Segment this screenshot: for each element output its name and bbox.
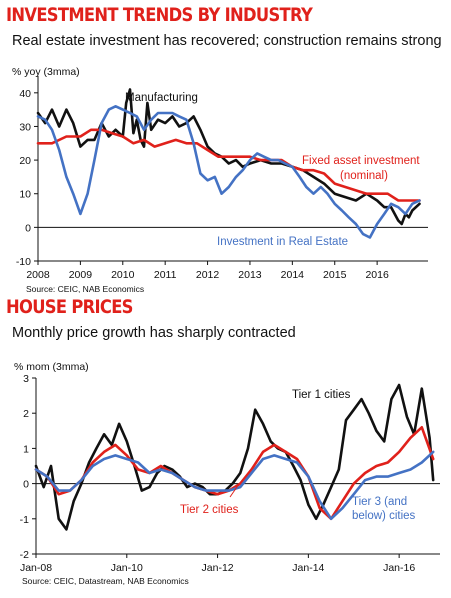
house-prices-x-tick-label: Jan-14 (292, 562, 324, 574)
investment-y-tick-label: 40 (19, 88, 31, 100)
annotation-tier1: Tier 1 cities (292, 389, 351, 401)
house-prices-y-tick-label: 1 (23, 443, 29, 455)
house-prices-source: Source: CEIC, Datastream, NAB Economics (22, 576, 189, 586)
house-prices-x-tick-label: Jan-12 (202, 562, 234, 574)
annotation-manufacturing: Manufacturing (125, 92, 198, 104)
annotation-fixed-asset-nominal: (nominal) (340, 170, 388, 182)
house-prices-y-tick-label: -2 (20, 549, 29, 561)
annotation-tier3-below: below) cities (352, 510, 416, 522)
house-prices-y-tick-label: -1 (20, 514, 29, 526)
investment-y-tick-label: -10 (16, 256, 31, 268)
annotation-tier3: Tier 3 (and (352, 496, 407, 508)
house-prices-y-tick-label: 2 (23, 408, 29, 420)
investment-x-tick-label: 2013 (238, 269, 262, 281)
investment-x-tick-label: 2015 (323, 269, 347, 281)
annotation-tier2-leader (229, 483, 240, 498)
investment-y-tick-label: 30 (19, 121, 31, 133)
investment-series-lines (36, 88, 421, 239)
investment-section-title: INVESTMENT TRENDS BY INDUSTRY (6, 4, 313, 26)
investment-y-tick-label: 0 (25, 222, 31, 234)
investment-x-tick-label: 2016 (365, 269, 389, 281)
investment-y-tick-label: 10 (19, 189, 31, 201)
house-prices-y-unit: % mom (3mma) (14, 361, 89, 373)
house-prices-y-tick-label: 0 (23, 479, 29, 491)
house-prices-axes: -2 -1 0 1 2 3 Jan-08 Jan-10 Jan-12 Jan-14 Jan-16 (20, 373, 440, 574)
investment-x-tick-label: 2009 (69, 269, 93, 281)
investment-x-tick-label: 2011 (154, 269, 177, 281)
house-prices-x-tick-label: Jan-16 (383, 562, 415, 574)
investment-x-tick-label: 2014 (281, 269, 305, 281)
investment-source: Source: CEIC, NAB Economics (26, 284, 145, 294)
investment-y-unit: % yoy (3mma) (12, 66, 80, 78)
house-prices-subtitle: Monthly price growth has sharply contrac… (12, 325, 296, 341)
investment-y-tick-label: 20 (19, 155, 31, 167)
annotation-fixed-asset: Fixed asset investment (302, 155, 420, 167)
investment-chart: % yoy (3mma) -10 0 10 20 30 40 2008 2009 2010 201… (12, 66, 428, 281)
house-prices-series-line-3 (34, 450, 435, 521)
house-prices-series-line-2 (34, 425, 435, 521)
house-prices-title: HOUSE PRICES (6, 296, 133, 318)
investment-x-tick-label: 2010 (111, 269, 135, 281)
annotation-real-estate: Investment in Real Estate (217, 236, 348, 248)
annotation-tier2: Tier 2 cities (180, 504, 239, 516)
investment-x-tick-label: 2008 (26, 269, 50, 281)
house-prices-series-lines (34, 383, 435, 531)
investment-series-line-3 (36, 105, 421, 239)
house-prices-series-line-1 (34, 383, 435, 531)
investment-series-line-2 (36, 128, 421, 202)
investment-axes: -10 0 10 20 30 40 2008 2009 2010 2011 2012 2013 2014… (16, 76, 428, 281)
house-prices-x-tick-label: Jan-10 (111, 562, 143, 574)
house-prices-y-tick-label: 3 (23, 373, 29, 385)
investment-x-tick-label: 2012 (196, 269, 220, 281)
house-prices-x-tick-label: Jan-08 (20, 562, 52, 574)
investment-subtitle: Real estate investment has recovered; co… (12, 33, 442, 49)
